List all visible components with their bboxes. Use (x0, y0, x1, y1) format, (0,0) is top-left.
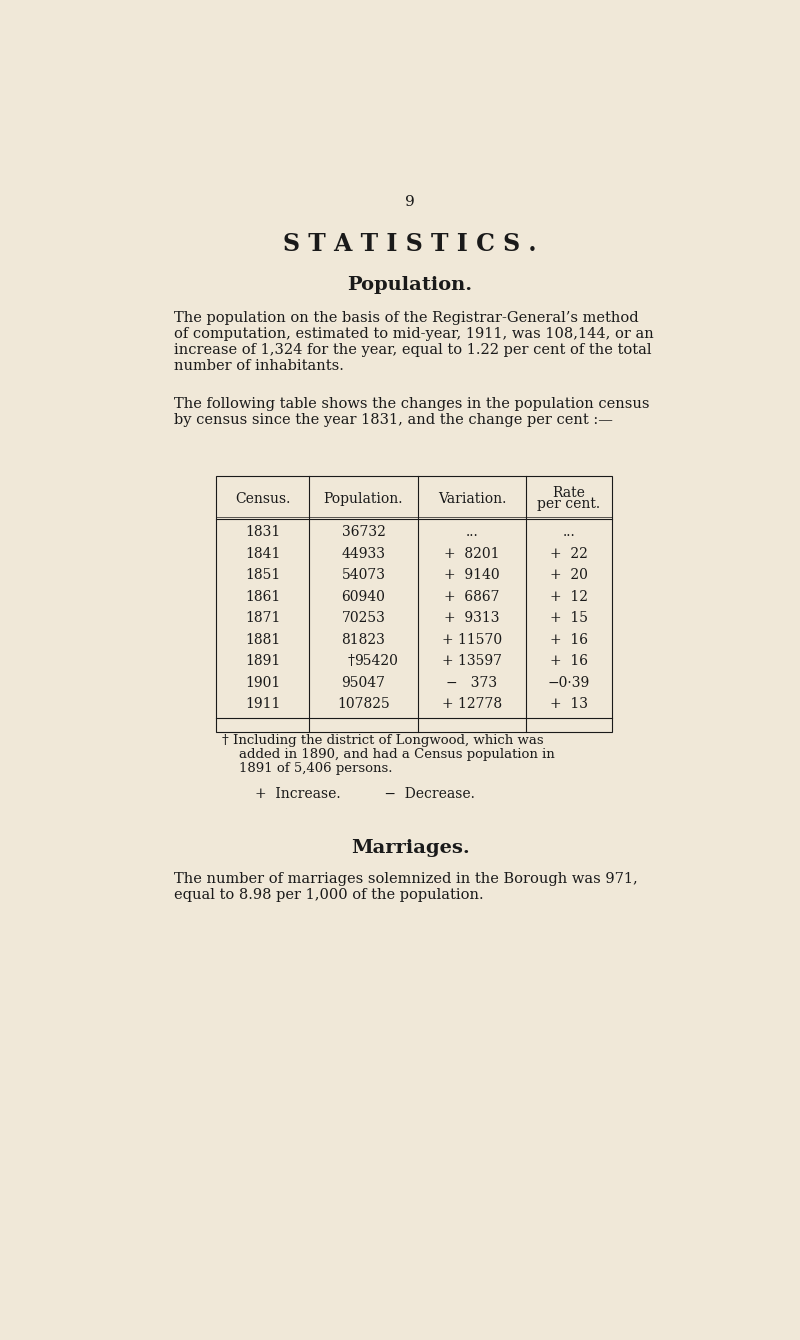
Bar (216, 477, 611, 732)
Text: +  15: + 15 (550, 611, 588, 626)
Text: 44933: 44933 (342, 547, 386, 560)
Text: The number of marriages solemnized in the Borough was 971,: The number of marriages solemnized in th… (174, 871, 638, 886)
Text: ...: ... (466, 525, 478, 539)
Text: of computation, estimated to mid-year, 1911, was 108,144, or an: of computation, estimated to mid-year, 1… (174, 327, 654, 342)
Text: + 12778: + 12778 (442, 698, 502, 712)
Text: 36732: 36732 (342, 525, 386, 539)
Text: added in 1890, and had a Census population in: added in 1890, and had a Census populati… (222, 748, 555, 761)
Text: 95047: 95047 (342, 675, 386, 690)
Text: Population.: Population. (347, 276, 473, 295)
Text: 9: 9 (405, 196, 415, 209)
Text: +  20: + 20 (550, 568, 588, 582)
Text: −   373: − 373 (446, 675, 498, 690)
Text: 1841: 1841 (245, 547, 281, 560)
Text: 54073: 54073 (342, 568, 386, 582)
Text: 1911: 1911 (245, 698, 281, 712)
Text: 1831: 1831 (245, 525, 280, 539)
Text: 1881: 1881 (245, 632, 280, 647)
Text: The population on the basis of the Registrar-General’s method: The population on the basis of the Regis… (174, 311, 638, 324)
Text: † Including the district of Longwood, which was: † Including the district of Longwood, wh… (222, 734, 544, 748)
Text: +  9140: + 9140 (444, 568, 500, 582)
Text: 1861: 1861 (245, 590, 280, 604)
Text: ...: ... (562, 525, 575, 539)
Text: +  22: + 22 (550, 547, 588, 560)
Text: S T A T I S T I C S .: S T A T I S T I C S . (283, 232, 537, 256)
Text: +  8201: + 8201 (444, 547, 500, 560)
Text: +  6867: + 6867 (444, 590, 500, 604)
Text: 60940: 60940 (342, 590, 386, 604)
Text: †: † (348, 654, 355, 669)
Text: +  9313: + 9313 (444, 611, 500, 626)
Text: 1891: 1891 (245, 654, 280, 669)
Text: 95420: 95420 (354, 654, 398, 669)
Text: 1851: 1851 (245, 568, 280, 582)
Text: by census since the year 1831, and the change per cent :—: by census since the year 1831, and the c… (174, 413, 613, 427)
Text: +  Increase.          −  Decrease.: + Increase. − Decrease. (255, 787, 475, 801)
Text: + 13597: + 13597 (442, 654, 502, 669)
Text: 70253: 70253 (342, 611, 386, 626)
Text: per cent.: per cent. (538, 497, 601, 511)
Text: Marriages.: Marriages. (350, 839, 470, 858)
Text: 1891 of 5,406 persons.: 1891 of 5,406 persons. (222, 762, 393, 775)
Text: + 11570: + 11570 (442, 632, 502, 647)
Text: +  16: + 16 (550, 654, 588, 669)
Text: 107825: 107825 (337, 698, 390, 712)
Text: The following table shows the changes in the population census: The following table shows the changes in… (174, 397, 649, 411)
Text: number of inhabitants.: number of inhabitants. (174, 359, 343, 374)
Text: Population.: Population. (324, 492, 403, 507)
Text: +  16: + 16 (550, 632, 588, 647)
Text: 1901: 1901 (245, 675, 280, 690)
Text: 1871: 1871 (245, 611, 281, 626)
Text: Census.: Census. (235, 492, 290, 507)
Text: equal to 8.98 per 1,000 of the population.: equal to 8.98 per 1,000 of the populatio… (174, 887, 483, 902)
Text: 81823: 81823 (342, 632, 386, 647)
Text: −0·39: −0·39 (548, 675, 590, 690)
Text: Rate: Rate (553, 485, 586, 500)
Text: +  13: + 13 (550, 698, 588, 712)
Text: Variation.: Variation. (438, 492, 506, 507)
Text: +  12: + 12 (550, 590, 588, 604)
Text: increase of 1,324 for the year, equal to 1.22 per cent of the total: increase of 1,324 for the year, equal to… (174, 343, 651, 358)
